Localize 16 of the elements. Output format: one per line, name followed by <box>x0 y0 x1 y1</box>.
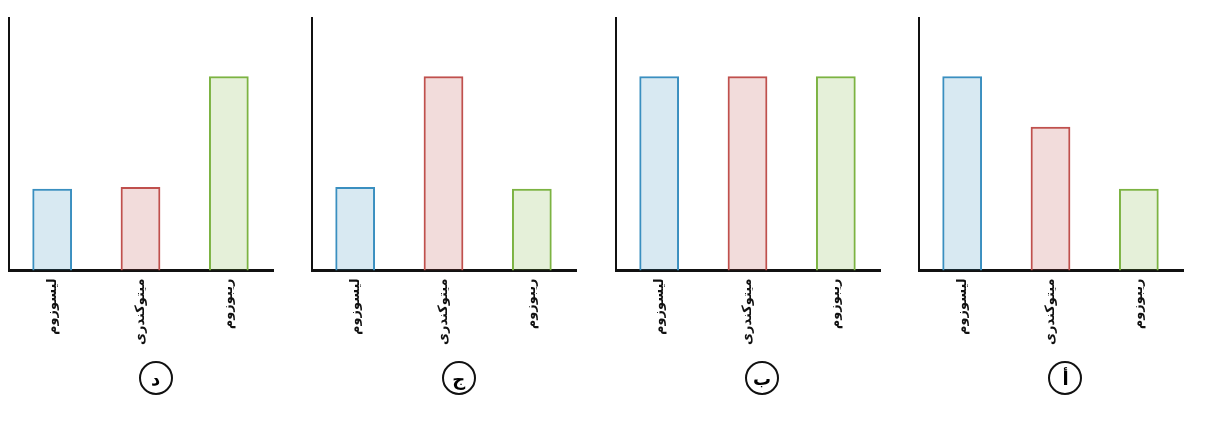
x-tick-label: لیسوزوم <box>953 278 970 336</box>
x-tick-label: میتوکندری <box>1041 278 1057 346</box>
x-tick-label: میتوکندری <box>131 278 147 346</box>
x-tick-label: ریبوزوم <box>220 278 237 330</box>
text: ج <box>441 361 476 395</box>
x-tick-label: ریبوزوم <box>1130 278 1147 330</box>
x-tick-label: لیسوزوم <box>346 278 363 336</box>
x-tick-label: میتوکندری <box>435 278 451 346</box>
x-tick-label: لیسوزوم <box>650 278 667 336</box>
x-tick-label: میتوکندری <box>738 278 754 346</box>
x-tick-label: ریبوزوم <box>523 278 540 330</box>
x-tick-label: ریبوزوم <box>826 278 843 330</box>
text: ب <box>745 361 780 395</box>
text: أ <box>1048 361 1083 395</box>
text: د <box>138 361 173 395</box>
x-tick-label: لیسوزوم <box>43 278 60 336</box>
